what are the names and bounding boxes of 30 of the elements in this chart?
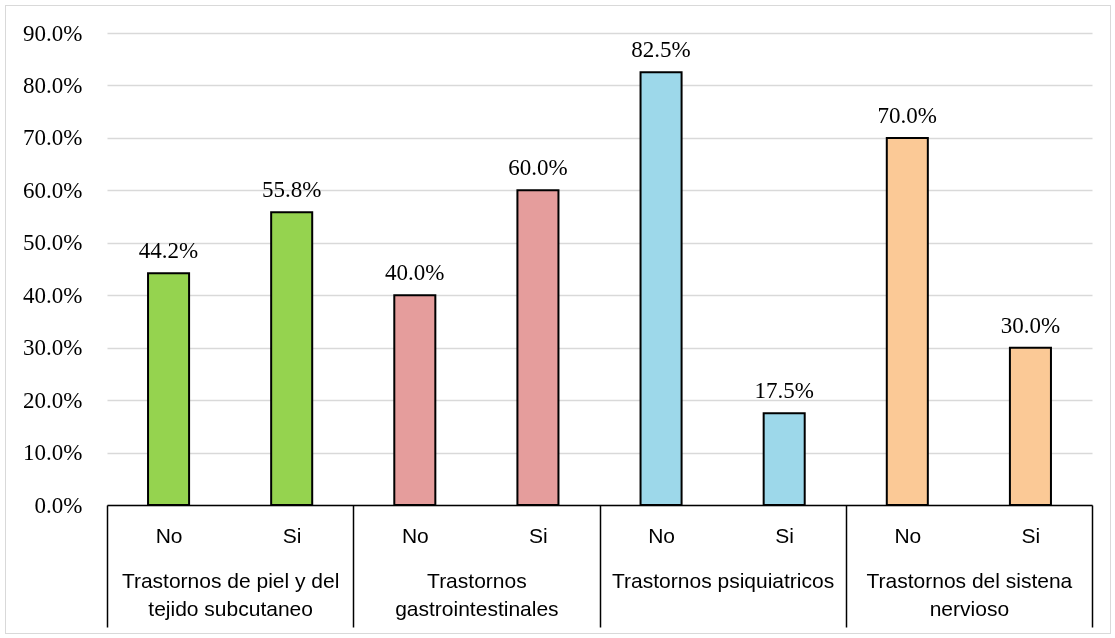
data-label: 30.0% — [1000, 312, 1061, 338]
data-label: 70.0% — [877, 102, 938, 128]
x-tick-label: Si — [529, 523, 548, 547]
x-tick-label: No — [894, 523, 922, 547]
x-tick-label: Si — [775, 523, 795, 547]
x-tick-label: No — [648, 523, 675, 547]
x-tick-label: No — [401, 523, 429, 547]
y-tick-label: 50.0% — [23, 230, 83, 256]
x-tick-label: Si — [1021, 523, 1041, 547]
y-tick-label: 80.0% — [23, 72, 83, 98]
text: Trastornos del sistena nervioso — [866, 568, 1073, 620]
x-tick-label: Si — [282, 523, 302, 547]
data-label: 17.5% — [754, 378, 814, 404]
y-tick-label: 0.0% — [34, 492, 83, 518]
y-tick-label: 90.0% — [23, 20, 83, 46]
y-tick-label: 70.0% — [23, 125, 83, 151]
data-label: 40.0% — [385, 260, 445, 286]
text: Trastornos psiquiatricos — [612, 568, 835, 592]
data-label: 60.0% — [508, 155, 568, 181]
x-tick-label: No — [155, 523, 183, 547]
y-tick-label: 20.0% — [23, 387, 83, 413]
text: Trastornos gastrointestinales — [395, 568, 559, 620]
data-label: 44.2% — [138, 238, 199, 264]
y-tick-label: 10.0% — [23, 440, 83, 466]
y-tick-label: 30.0% — [23, 335, 83, 361]
y-tick-label: 40.0% — [23, 282, 83, 308]
data-label: 55.8% — [261, 177, 322, 203]
y-tick-label: 60.0% — [23, 177, 83, 203]
data-label: 82.5% — [631, 37, 691, 63]
text: Trastornos de piel y del tejido subcutaneo — [121, 568, 340, 620]
